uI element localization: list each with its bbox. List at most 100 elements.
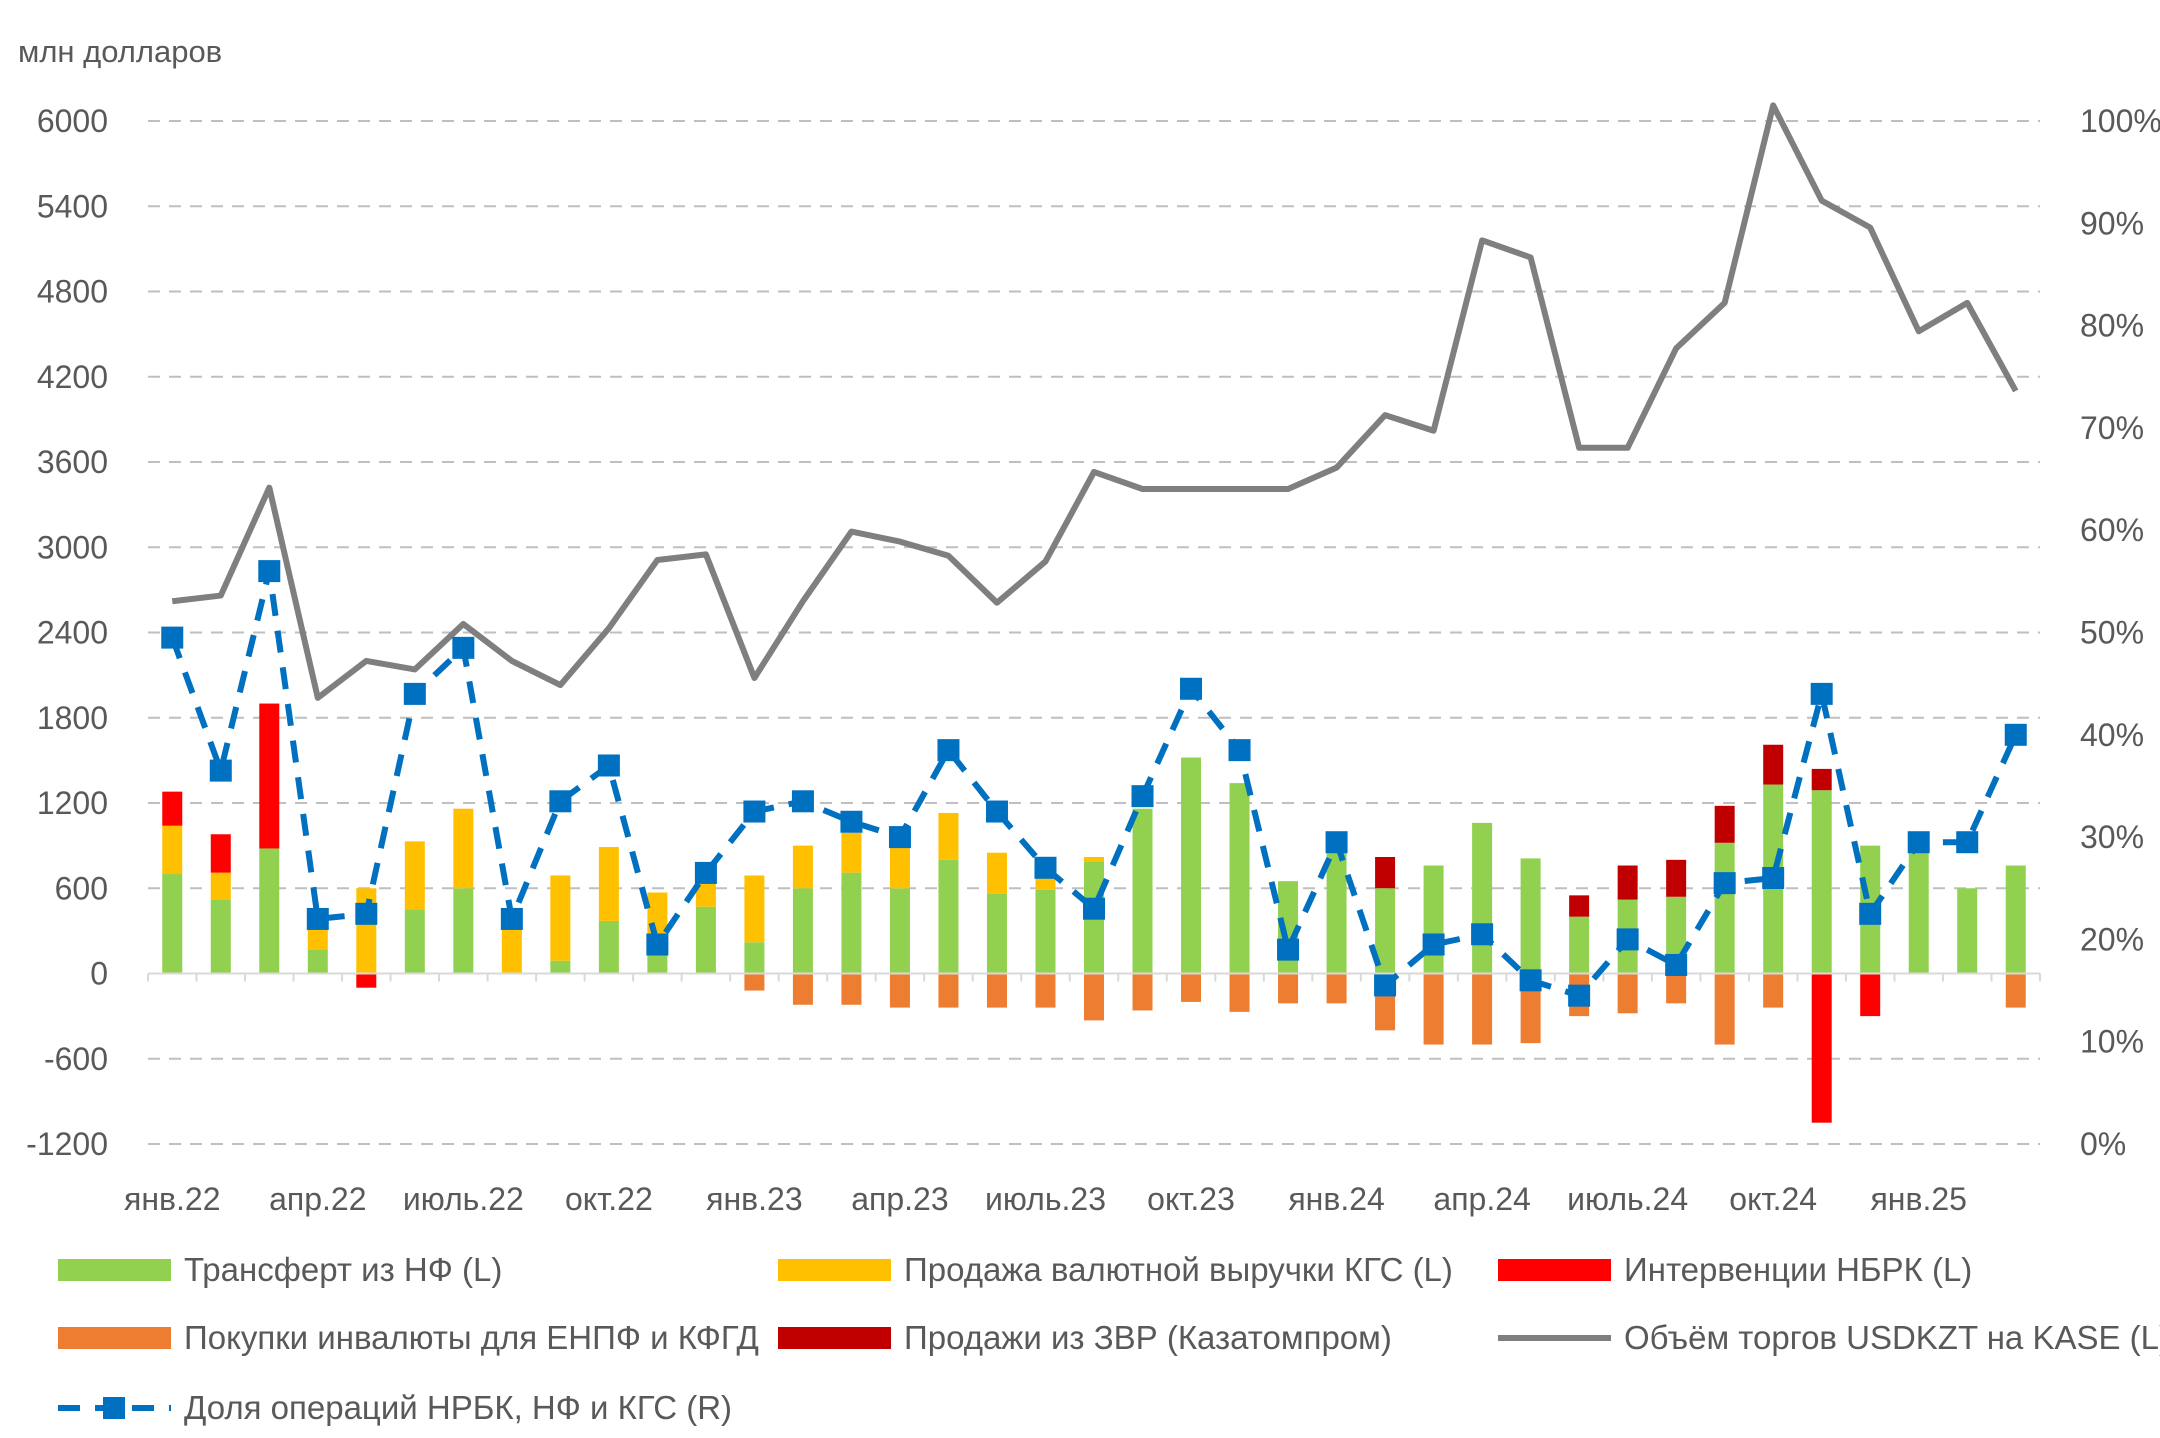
bar-segment-pos-0 [1908, 849, 1929, 974]
bar-segment-neg-0 [1472, 973, 1493, 1045]
bar-segment-pos-2 [210, 834, 231, 873]
bar-segment-neg-0 [1181, 973, 1202, 1002]
y-right-tick-label: 20% [2080, 921, 2144, 957]
share-marker [1956, 831, 1979, 854]
axis [147, 972, 2041, 982]
bar-segment-pos-1 [598, 847, 619, 921]
bar-segment-pos-1 [889, 844, 910, 889]
bar-segment-neg-0 [1132, 973, 1153, 1011]
y-left-tick-label: 1800 [37, 700, 108, 736]
y-right-tick-label: 60% [2080, 512, 2144, 548]
bar-segment-neg-0 [1035, 973, 1056, 1008]
share-marker [1083, 897, 1105, 920]
share-marker [1325, 831, 1348, 854]
bar-segment-pos-3 [1375, 856, 1396, 889]
bar-segment-pos-1 [210, 872, 231, 900]
y-left-tick-label: 1200 [37, 785, 108, 821]
y-right-tick-label: 10% [2080, 1024, 2144, 1060]
share-marker [1471, 923, 1494, 946]
legend-swatch [778, 1259, 891, 1281]
bar-segment-pos-0 [647, 955, 668, 974]
share-marker [306, 907, 329, 930]
share-marker [937, 739, 960, 762]
bar-segment-pos-0 [1472, 822, 1493, 974]
bar-segment-pos-0 [744, 942, 765, 974]
y-left-tick-label: 4800 [37, 274, 108, 310]
y-left-tick-label: 6000 [37, 103, 108, 139]
bar-segment-pos-1 [501, 925, 522, 974]
bar-segment-pos-1 [986, 852, 1007, 894]
share-marker [597, 754, 620, 777]
volume-line [171, 102, 2019, 701]
bar-segment-pos-1 [453, 808, 474, 889]
bar-segment-pos-0 [1181, 757, 1202, 974]
bar-segment-pos-0 [986, 893, 1007, 974]
bar-segment-pos-0 [1957, 888, 1978, 974]
share-marker [1374, 974, 1397, 997]
x-tick-label: янв.24 [1288, 1181, 1384, 1217]
y-right-tick-label: 80% [2080, 308, 2144, 344]
share-marker [1762, 867, 1785, 890]
bar-segment-pos-0 [210, 899, 231, 974]
bar-segment-pos-0 [1520, 858, 1541, 974]
y-left-tick-label: 3000 [37, 529, 108, 565]
bar-segment-pos-2 [162, 791, 183, 826]
y-right-tick-label: 70% [2080, 410, 2144, 446]
bar-segment-pos-0 [162, 874, 183, 974]
bar-segment-pos-3 [1811, 768, 1832, 791]
bar-segment-pos-1 [744, 875, 765, 943]
legend-swatch-marker [103, 1397, 125, 1419]
share-marker [209, 759, 232, 782]
y-right-tick-label: 40% [2080, 717, 2144, 753]
x-tick-label: апр.24 [1433, 1181, 1530, 1217]
y-right-tick-label: 30% [2080, 819, 2144, 855]
x-tick-label: апр.23 [851, 1181, 948, 1217]
legend-label: Интервенции НБРК (L) [1624, 1251, 1972, 1288]
bar-segment-neg-0 [1763, 973, 1784, 1008]
x-tick-label: янв.25 [1870, 1181, 1966, 1217]
bar-segment-neg-0 [1229, 973, 1250, 1012]
bar-segment-pos-0 [598, 920, 619, 974]
bar-segment-pos-1 [1084, 856, 1104, 862]
bar-segment-neg-0 [1084, 973, 1104, 1021]
bar-segment-pos-0 [1375, 888, 1396, 974]
bar-segment-pos-0 [259, 848, 280, 974]
x-tick-label: окт.22 [565, 1181, 653, 1217]
share-marker [694, 861, 717, 884]
y-left-tick-label: 2400 [37, 615, 108, 651]
share-marker [549, 790, 572, 813]
share-marker [743, 800, 766, 823]
share-marker [646, 933, 669, 956]
share-marker [1422, 933, 1445, 956]
lines [161, 102, 2027, 1007]
legend-label: Трансферт из НФ (L) [184, 1251, 502, 1288]
x-tick-label: янв.22 [124, 1181, 220, 1217]
y-right-tick-label: 50% [2080, 615, 2144, 651]
bar-segment-pos-0 [1229, 783, 1250, 974]
bar-segment-neg-0 [792, 973, 813, 1005]
share-marker [1713, 872, 1736, 895]
x-tick-label: июль.22 [403, 1181, 524, 1217]
legend-label: Продажи из ЗВР (Казатомпром) [904, 1319, 1392, 1356]
bar-segment-neg-0 [1617, 973, 1638, 1014]
share-marker [888, 826, 911, 849]
x-tick-label: июль.24 [1567, 1181, 1688, 1217]
bar-segment-neg-0 [1423, 973, 1444, 1045]
tick-labels: 6000540048004200360030002400180012006000… [26, 103, 2160, 1217]
bar-segment-pos-0 [889, 888, 910, 974]
y-left-tick-label: -1200 [26, 1126, 108, 1162]
share-line [169, 568, 2019, 999]
share-marker [1568, 984, 1591, 1007]
x-tick-label: июль.23 [985, 1181, 1106, 1217]
bar-segment-pos-2 [259, 703, 280, 849]
bar-segment-neg-1 [1860, 973, 1881, 1017]
bar-segment-neg-0 [1326, 973, 1347, 1004]
y-left-tick-label: 600 [55, 870, 108, 906]
bar-segment-pos-0 [453, 888, 474, 974]
bar-segment-pos-0 [2005, 865, 2026, 974]
y-right-tick-label: 100% [2080, 103, 2160, 139]
legend-swatch [58, 1259, 171, 1281]
bar-segment-pos-1 [162, 825, 183, 875]
